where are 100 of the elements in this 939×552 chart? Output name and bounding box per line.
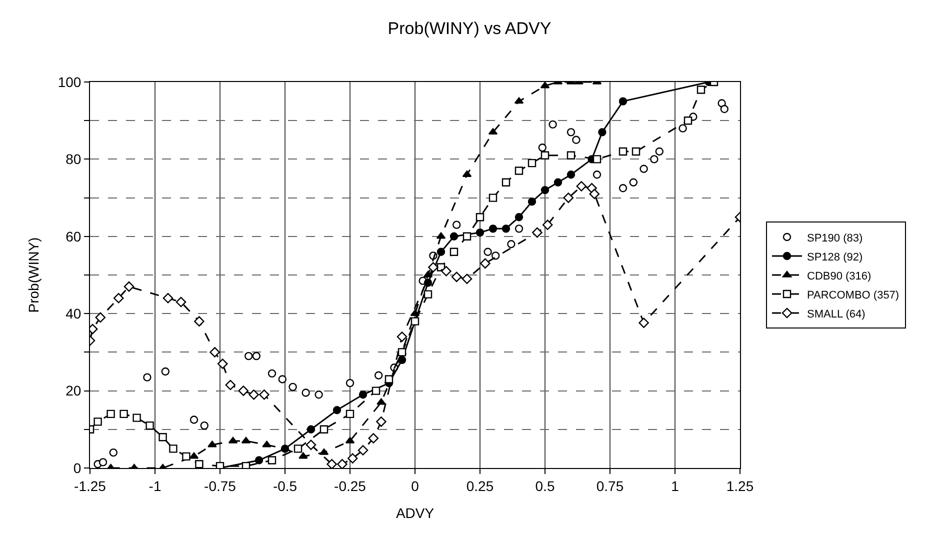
point bbox=[176, 296, 186, 308]
x-axis-title: ADVY bbox=[396, 505, 435, 522]
point bbox=[169, 444, 178, 453]
point bbox=[337, 458, 348, 468]
point bbox=[161, 367, 170, 376]
point bbox=[514, 213, 524, 222]
point bbox=[248, 390, 259, 400]
x-tick-label: 0.25 bbox=[466, 478, 494, 494]
legend-label: CDB90 (316) bbox=[807, 270, 872, 282]
point bbox=[462, 274, 472, 284]
point bbox=[618, 184, 628, 192]
point bbox=[502, 178, 510, 186]
point bbox=[563, 192, 574, 203]
point bbox=[514, 166, 524, 175]
point bbox=[462, 232, 472, 240]
point bbox=[451, 272, 462, 282]
point bbox=[514, 224, 524, 233]
y-tick-label: 100 bbox=[58, 74, 82, 90]
point bbox=[259, 390, 270, 400]
point bbox=[372, 386, 380, 395]
point bbox=[376, 398, 386, 405]
point bbox=[476, 228, 484, 237]
point bbox=[436, 248, 446, 256]
point bbox=[598, 128, 606, 136]
point bbox=[94, 418, 102, 426]
point bbox=[528, 158, 536, 168]
point bbox=[113, 293, 124, 304]
point bbox=[629, 178, 638, 186]
point bbox=[488, 194, 498, 202]
point bbox=[306, 425, 316, 434]
point bbox=[488, 224, 498, 233]
point bbox=[514, 97, 524, 104]
point bbox=[268, 456, 276, 464]
point bbox=[262, 440, 272, 448]
point bbox=[488, 128, 498, 135]
point bbox=[618, 97, 628, 106]
y-tick-label: 20 bbox=[66, 382, 82, 399]
point bbox=[241, 436, 251, 444]
point bbox=[288, 382, 297, 392]
x-tick-label: -0.5 bbox=[272, 478, 298, 494]
point bbox=[502, 224, 510, 233]
point bbox=[428, 262, 438, 272]
point bbox=[158, 433, 167, 442]
legend-label: SP128 (92) bbox=[807, 251, 863, 264]
point bbox=[228, 436, 238, 444]
point bbox=[540, 151, 550, 160]
point bbox=[306, 440, 316, 450]
point bbox=[132, 414, 141, 422]
point bbox=[374, 371, 383, 380]
point bbox=[376, 416, 386, 427]
point bbox=[319, 448, 329, 455]
legend-label: PARCOMBO (357) bbox=[807, 289, 900, 302]
point bbox=[655, 147, 664, 156]
x-tick-label: 0.5 bbox=[535, 478, 555, 494]
point bbox=[120, 410, 128, 418]
point bbox=[452, 220, 461, 229]
x-tick-label: -0.25 bbox=[334, 478, 366, 494]
point bbox=[278, 375, 286, 384]
point bbox=[210, 347, 220, 358]
point bbox=[696, 86, 706, 94]
point bbox=[618, 147, 628, 156]
point bbox=[476, 213, 484, 222]
point bbox=[190, 416, 198, 424]
point bbox=[298, 452, 308, 459]
point bbox=[98, 458, 108, 466]
point bbox=[640, 164, 648, 173]
point bbox=[450, 248, 458, 256]
point bbox=[450, 232, 458, 240]
chart-title: Prob(WINY) vs ADVY bbox=[388, 18, 552, 38]
point bbox=[423, 270, 433, 278]
point bbox=[396, 332, 408, 342]
point bbox=[532, 227, 542, 238]
point bbox=[194, 316, 204, 326]
point bbox=[566, 170, 576, 179]
point bbox=[225, 380, 236, 390]
point bbox=[358, 390, 368, 399]
x-tick-label: 1 bbox=[671, 478, 680, 494]
y-axis-title: Prob(WINY) bbox=[25, 237, 42, 313]
point bbox=[441, 266, 452, 276]
point bbox=[358, 445, 368, 456]
point bbox=[182, 452, 190, 461]
point bbox=[542, 220, 553, 230]
point bbox=[384, 375, 394, 384]
point bbox=[347, 453, 358, 464]
point bbox=[302, 388, 310, 397]
point bbox=[528, 198, 536, 206]
point bbox=[195, 460, 204, 468]
x-tick-label: 1.25 bbox=[726, 478, 754, 494]
point bbox=[294, 444, 302, 453]
point bbox=[540, 186, 550, 194]
point bbox=[632, 147, 640, 156]
point bbox=[480, 258, 490, 269]
point bbox=[424, 290, 432, 298]
point bbox=[143, 373, 152, 382]
point bbox=[684, 116, 692, 125]
x-tick-label: 0.75 bbox=[596, 478, 624, 494]
point bbox=[566, 151, 576, 160]
point bbox=[424, 278, 432, 287]
point bbox=[566, 128, 576, 136]
point bbox=[538, 144, 546, 152]
